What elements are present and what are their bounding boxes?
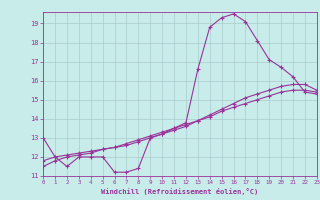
X-axis label: Windchill (Refroidissement éolien,°C): Windchill (Refroidissement éolien,°C) bbox=[101, 188, 259, 195]
